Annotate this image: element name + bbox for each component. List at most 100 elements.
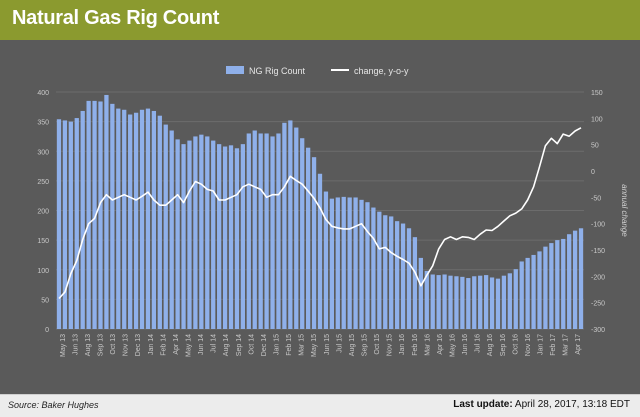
x-tick-label: Aug 14 bbox=[223, 334, 230, 356]
bar bbox=[56, 119, 62, 329]
y-right-tick-label: -150 bbox=[591, 248, 605, 255]
bar bbox=[270, 136, 275, 329]
x-tick-label: Feb 14 bbox=[160, 334, 167, 356]
x-tick-label: Dec 13 bbox=[135, 334, 142, 356]
bar bbox=[199, 134, 204, 329]
y-right-axis-label: annual change bbox=[620, 184, 629, 237]
x-tick-label: Feb 17 bbox=[550, 334, 557, 356]
x-tick-label: Jan 14 bbox=[148, 334, 155, 355]
bar bbox=[163, 124, 168, 330]
bar bbox=[513, 269, 518, 329]
bar bbox=[572, 230, 578, 329]
bar bbox=[519, 261, 524, 329]
bar bbox=[193, 136, 198, 329]
x-tick-label: Aug 15 bbox=[349, 334, 356, 356]
bar bbox=[133, 112, 139, 329]
y-right-tick-label: -100 bbox=[591, 222, 605, 229]
bar bbox=[561, 238, 566, 329]
y-left-tick-label: 100 bbox=[37, 268, 49, 275]
bar bbox=[92, 100, 97, 329]
bar bbox=[341, 196, 346, 329]
bar bbox=[394, 221, 400, 329]
legend-label-bars: NG Rig Count bbox=[249, 66, 306, 76]
x-tick-label: Jun 16 bbox=[462, 334, 469, 355]
bar bbox=[454, 276, 459, 329]
bar bbox=[264, 133, 269, 329]
bar bbox=[371, 207, 376, 329]
x-tick-label: Sep 13 bbox=[98, 334, 105, 356]
x-tick-label: Sep 16 bbox=[500, 334, 507, 356]
bar bbox=[98, 101, 103, 329]
x-tick-label: Oct 15 bbox=[374, 334, 381, 355]
x-tick-label: Jun 15 bbox=[324, 334, 331, 355]
x-tick-label: Jul 15 bbox=[336, 334, 343, 353]
bar bbox=[74, 118, 79, 329]
bar bbox=[305, 147, 311, 329]
bar bbox=[294, 127, 299, 329]
y-left-tick-label: 0 bbox=[45, 327, 49, 334]
x-tick-label: Mar 16 bbox=[424, 334, 431, 356]
bar bbox=[478, 275, 483, 329]
bar bbox=[157, 115, 162, 329]
bar bbox=[240, 144, 246, 329]
y-right-tick-label: 150 bbox=[591, 90, 603, 97]
bar bbox=[442, 274, 447, 329]
bar bbox=[389, 216, 394, 329]
bar bbox=[359, 199, 364, 329]
bar bbox=[258, 133, 263, 329]
bar bbox=[329, 198, 335, 329]
y-right-tick-label: 0 bbox=[591, 169, 595, 176]
bar bbox=[489, 277, 495, 329]
x-tick-label: Nov 15 bbox=[387, 334, 394, 356]
bar bbox=[495, 278, 501, 329]
x-tick-label: May 15 bbox=[311, 334, 318, 357]
y-left-tick-label: 300 bbox=[37, 149, 49, 156]
header-bar: Natural Gas Rig Count bbox=[0, 0, 640, 40]
bar bbox=[205, 136, 210, 329]
x-tick-label: Jan 16 bbox=[399, 334, 406, 355]
bar bbox=[282, 122, 287, 329]
bar bbox=[400, 223, 406, 329]
x-tick-label: Apr 14 bbox=[173, 334, 180, 355]
bar bbox=[116, 108, 121, 329]
bar bbox=[501, 275, 507, 329]
x-tick-label: Jun 14 bbox=[198, 334, 205, 355]
y-right-tick-label: -300 bbox=[591, 327, 605, 334]
y-left-tick-label: 200 bbox=[37, 209, 49, 216]
y-left-tick-label: 250 bbox=[37, 179, 49, 186]
bar bbox=[317, 173, 323, 329]
x-tick-label: Apr 16 bbox=[437, 334, 444, 355]
bar bbox=[187, 140, 192, 329]
x-tick-label: Nov 13 bbox=[123, 334, 130, 356]
bar bbox=[430, 274, 435, 329]
bar bbox=[531, 254, 536, 329]
bar bbox=[181, 144, 186, 329]
bar bbox=[228, 145, 234, 329]
bar bbox=[169, 130, 174, 329]
bar bbox=[217, 144, 222, 329]
bar bbox=[276, 133, 281, 329]
bar bbox=[110, 103, 115, 329]
x-tick-label: Nov 16 bbox=[525, 334, 532, 356]
x-tick-label: Oct 16 bbox=[512, 334, 519, 355]
x-tick-label: Oct 14 bbox=[248, 334, 255, 355]
bar bbox=[555, 240, 560, 329]
source-note: Source: Baker Hughes bbox=[8, 400, 99, 410]
bar bbox=[507, 273, 512, 329]
y-left-tick-label: 150 bbox=[37, 238, 49, 245]
bar bbox=[483, 275, 489, 329]
bar bbox=[472, 276, 477, 329]
bar bbox=[567, 234, 572, 329]
bar bbox=[62, 120, 68, 329]
y-left-tick-label: 400 bbox=[37, 90, 49, 97]
bar bbox=[353, 197, 358, 329]
bar bbox=[460, 276, 465, 329]
bar bbox=[234, 148, 240, 329]
x-tick-label: May 13 bbox=[60, 334, 67, 357]
x-tick-label: Jan 15 bbox=[274, 334, 281, 355]
bar bbox=[347, 197, 352, 329]
x-tick-label: Feb 16 bbox=[412, 334, 419, 356]
y-right-tick-label: -200 bbox=[591, 274, 605, 281]
bar bbox=[104, 94, 109, 330]
bar bbox=[406, 228, 412, 329]
